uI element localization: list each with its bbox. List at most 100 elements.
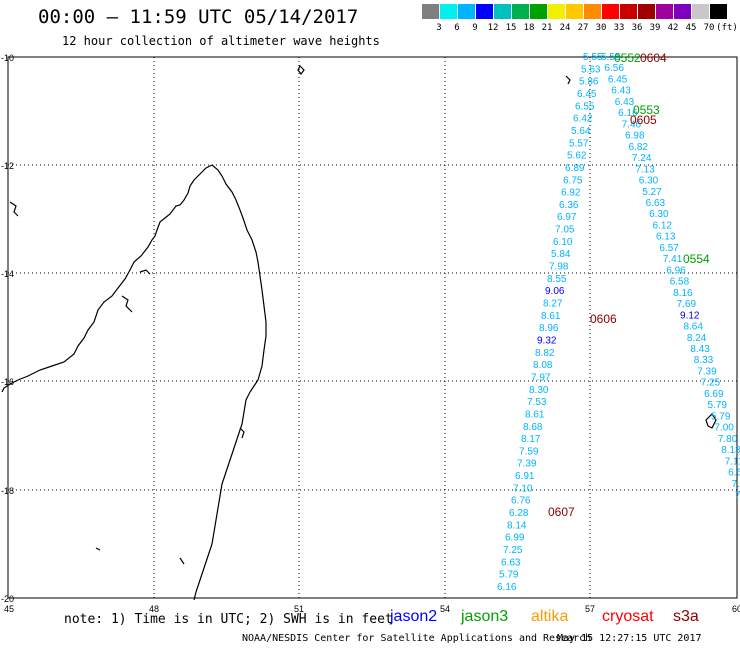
coastline-path [297,64,305,75]
swh-value: 6.6 [728,468,740,479]
swh-value: 7.11 [725,456,740,467]
lat-tick-label: -16 [1,377,14,387]
colorbar-label: 36 [631,23,643,33]
coastline-path [239,427,245,439]
swh-value: 8.61 [541,311,561,322]
swh-value: 6.69 [704,389,724,400]
swh-value: 7.13 [635,164,655,175]
coastline-path [121,295,133,313]
pass-time-label: 0604 [640,51,667,65]
swh-value: 6.92 [561,188,581,199]
swh-value: 7.80 [718,434,738,445]
coastline-path [9,201,19,217]
colorbar-swatch [638,4,655,19]
pass-time-label: 0605 [630,113,657,127]
map-grid [7,56,738,599]
swh-value: 8.43 [690,344,710,355]
swh-value: 8.64 [683,322,703,333]
swh-value: 5.84 [551,249,571,260]
swh-value: 8.24 [687,333,707,344]
colorbar-label: 12 [487,23,499,33]
satellite-name: s3a [673,608,699,625]
swh-value: 5.57 [569,138,589,149]
colorbar-swatch [548,4,565,19]
swh-value: 7.59 [519,446,539,457]
legend-note: note: 1) Time is in UTC; 2) SWH is in fe… [64,612,393,627]
swh-value: 8.82 [535,348,555,359]
lon-tick-label: 54 [440,604,450,614]
swh-value: 8.08 [533,360,553,371]
swh-value: 6.97 [557,212,577,223]
colorbar-swatch [530,4,547,19]
coastline-path [95,547,101,551]
swh-value: 8.27 [543,299,563,310]
swh-value: 6.63 [501,557,521,568]
pass-time-label: 0553 [633,103,660,117]
swh-value: 9.12 [680,310,700,321]
swh-value: 6.57 [659,243,679,254]
pass-time-label: 0607 [548,505,575,519]
coastline-madagascar [1,64,717,601]
swh-value: 7. [732,479,740,490]
colorbar-label: 18 [523,23,535,33]
colorbar-label: 39 [649,23,661,33]
swh-value: 7.00 [714,423,734,434]
swh-value: 8.68 [523,422,543,433]
colorbar-swatch [512,4,529,19]
colorbar-swatch [494,4,511,19]
coastline-path [139,269,151,275]
satellite-name: jason3 [461,608,509,625]
swh-value: 6.10 [553,237,573,248]
colorbar-swatch [674,4,691,19]
colorbar-label: 21 [541,23,553,33]
swh-value: 5.63 [581,64,601,75]
colorbar-swatch [566,4,583,19]
swh-value: 9.06 [545,286,565,297]
swh-value: 8.14 [507,520,527,531]
colorbar-swatch [422,4,439,19]
swh-value: 5.64 [571,126,591,137]
coastline-path [193,164,267,601]
swh-value: 7.24 [632,153,652,164]
swh-value: 6.43 [611,86,631,97]
swh-value: 6.76 [511,496,531,507]
coastline-path [705,413,717,429]
pass-time-label: 0552 [614,51,641,65]
colorbar-swatch [584,4,601,19]
colorbar-label: 9 [472,23,478,33]
swh-value: 7.10 [513,483,533,494]
swh-value: 6.30 [639,176,659,187]
pass-time-label: 0554 [683,252,710,266]
swh-value: 7.53 [527,397,547,408]
swh-value: 6.89 [565,163,585,174]
colorbar-swatch [458,4,475,19]
swh-value: 8.61 [525,409,545,420]
lat-tick-label: -20 [1,594,14,604]
footer-credit: NOAA/NESDIS Center for Satellite Applica… [242,633,592,644]
colorbar-label: (ft) [716,23,738,33]
colorbar-swatch [476,4,493,19]
colorbar-swatch [440,4,457,19]
swh-value: 6.58 [670,277,690,288]
satellite-name: altika [531,608,569,625]
colorbar-swatch [602,4,619,19]
coastline-path [1,164,213,393]
lon-tick-label: 57 [585,604,595,614]
colorbar-label: 45 [685,23,697,33]
colorbar-label: 3 [436,23,442,33]
swh-value: 6.13 [656,232,676,243]
swh-value: 6.28 [509,508,529,519]
colorbar-swatch [692,4,709,19]
swh-value: 5.79 [711,411,731,422]
swh-value: 6.98 [625,131,645,142]
footer-timestamp: May 15 12:27:15 UTC 2017 [557,633,702,644]
colorbar-swatch [656,4,673,19]
swh-value: 6.43 [615,97,635,108]
swh-value: 7.41 [663,254,683,265]
swh-value: 6.55 [575,101,595,112]
colorbar-label: 42 [667,23,679,33]
swh-value: 5.55 [583,52,603,63]
swh-value: 7.39 [697,366,717,377]
satellite-name: jason2 [390,608,438,625]
